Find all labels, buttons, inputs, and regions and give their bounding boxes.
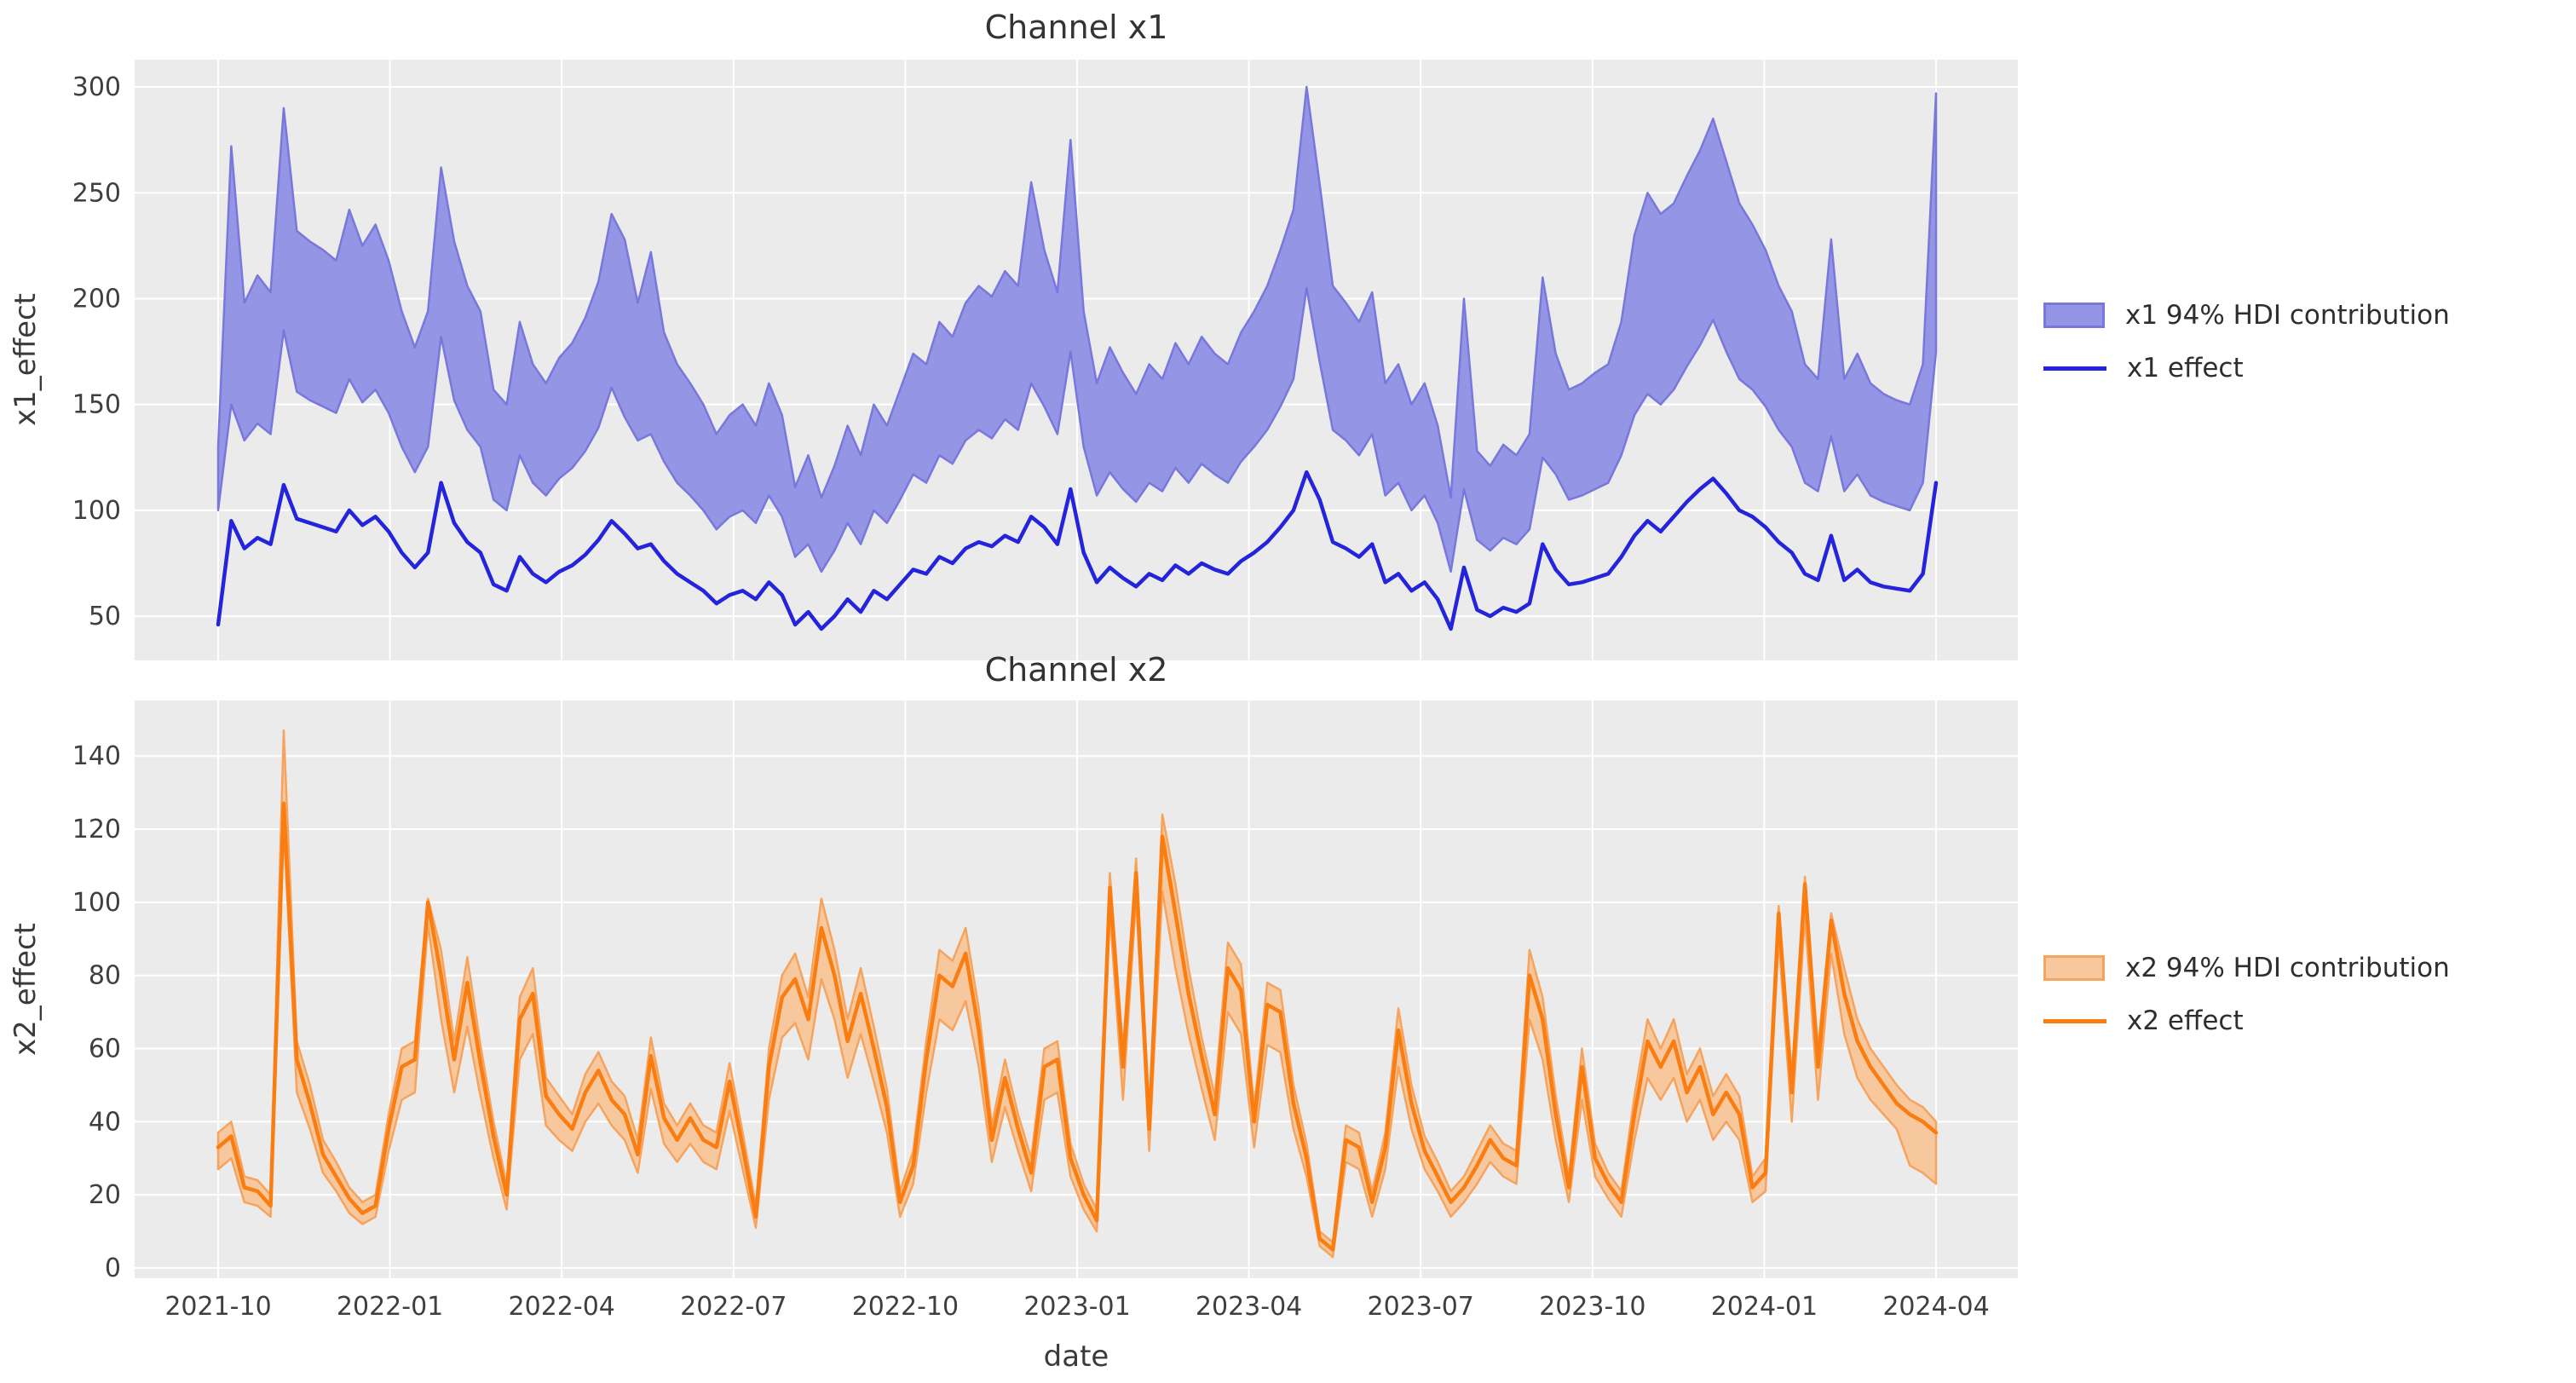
x-tick-label: 2023-10: [1539, 1292, 1645, 1322]
chart2-legend-line-row: x2 effect: [2043, 1006, 2450, 1036]
x-tick-label: 2023-01: [1023, 1292, 1130, 1322]
y-tick-label: 250: [72, 178, 121, 208]
chart1-legend-band-label: x1 94% HDI contribution: [2125, 300, 2450, 331]
x-tick-label: 2023-07: [1368, 1292, 1474, 1322]
y-tick-label: 150: [72, 390, 121, 420]
x1-hdi-band-swatch: [2043, 303, 2105, 328]
hdi-band-2: [216, 729, 1938, 1259]
chart2-title: Channel x2: [984, 651, 1168, 689]
x-tick-label: 2024-01: [1711, 1292, 1818, 1322]
x1-effect-line-swatch: [2043, 366, 2106, 371]
y-tick-label: 100: [72, 888, 121, 918]
chart1-title: Channel x1: [984, 9, 1168, 46]
chart1-legend-line-row: x1 effect: [2043, 353, 2450, 383]
x-tick-label: 2021-10: [164, 1292, 271, 1322]
y-tick-label: 100: [72, 496, 121, 526]
y-tick-label: 80: [89, 961, 121, 991]
y-tick-label: 200: [72, 284, 121, 314]
y-tick-label: 40: [89, 1107, 121, 1137]
effect-line-1: [216, 470, 1939, 631]
chart1-y-axis-label: x1_effect: [9, 292, 43, 427]
chart2-legend-band-label: x2 94% HDI contribution: [2125, 953, 2450, 983]
chart1-legend-line-label: x1 effect: [2127, 353, 2244, 383]
y-tick-label: 50: [89, 602, 121, 631]
chart2-y-axis-label: x2_effect: [9, 922, 43, 1057]
x-tick-label: 2023-04: [1196, 1292, 1302, 1322]
y-tick-label: 0: [105, 1253, 121, 1283]
x-tick-label: 2022-10: [852, 1292, 959, 1322]
y-tick-label: 20: [89, 1180, 121, 1210]
y-tick-label: 300: [72, 72, 121, 102]
chart2-legend-line-label: x2 effect: [2127, 1006, 2244, 1036]
x-tick-label: 2024-04: [1882, 1292, 1989, 1322]
x-tick-label: 2022-01: [337, 1292, 443, 1322]
y-tick-label: 60: [89, 1034, 121, 1064]
chart1-legend: x1 94% HDI contribution x1 effect: [2043, 300, 2450, 383]
x2-effect-line-swatch: [2043, 1018, 2106, 1023]
x-tick-label: 2022-07: [680, 1292, 787, 1322]
x2-hdi-band-swatch: [2043, 955, 2105, 981]
x-tick-label: 2022-04: [509, 1292, 615, 1322]
y-tick-label: 120: [72, 815, 121, 844]
x-axis-label: date: [1043, 1340, 1109, 1374]
chart2-legend-band-row: x2 94% HDI contribution: [2043, 953, 2450, 983]
chart2-legend: x2 94% HDI contribution x2 effect: [2043, 953, 2450, 1036]
chart1-legend-band-row: x1 94% HDI contribution: [2043, 300, 2450, 331]
hdi-band-1: [216, 85, 1938, 573]
effect-line-2: [216, 801, 1939, 1252]
y-tick-label: 140: [72, 741, 121, 771]
